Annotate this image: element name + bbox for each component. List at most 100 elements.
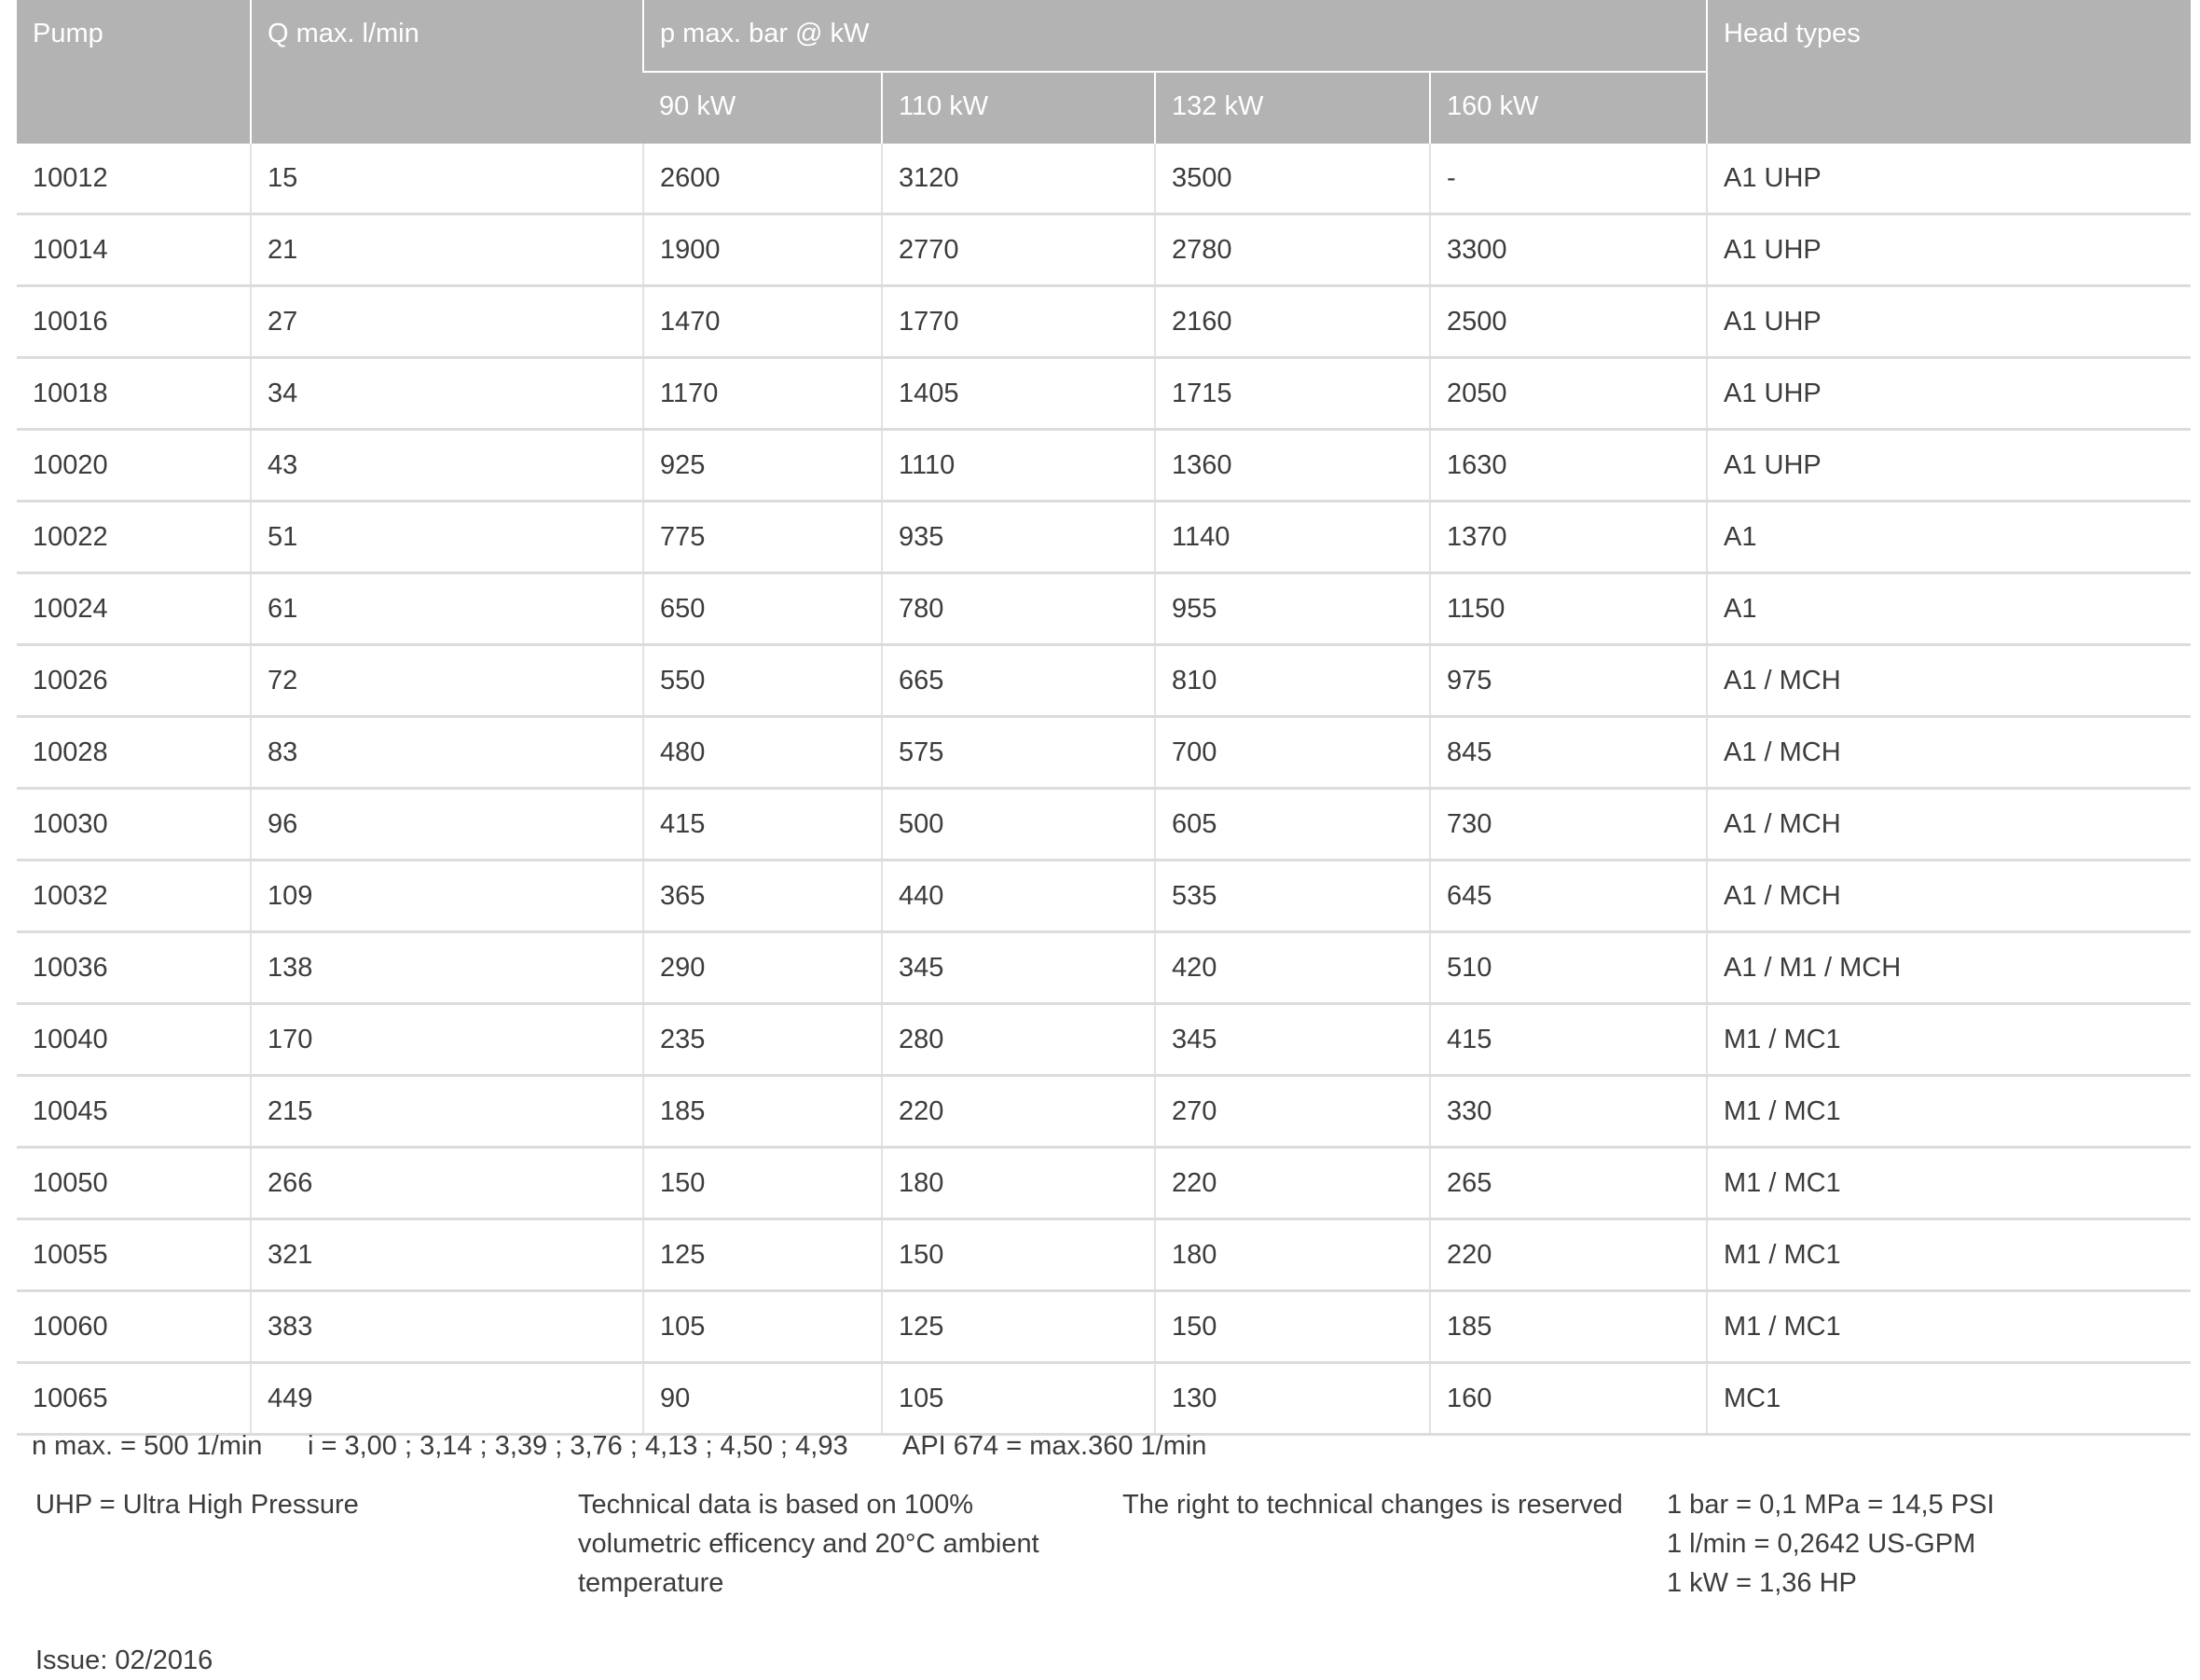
cell-p-132kw: 2780 — [1154, 213, 1430, 287]
footnote-ratios: i = 3,00 ; 3,14 ; 3,39 ; 3,76 ; 4,13 ; 4… — [308, 1431, 848, 1461]
table-row: 10024 61 650 780 955 1150 A1 — [17, 572, 2191, 646]
table-row: 10028 83 480 575 700 845 A1 / MCH — [17, 716, 2191, 790]
table-row: 10040 170 235 280 345 415 M1 / MC1 — [17, 1003, 2191, 1077]
cell-p-110kw: 1110 — [881, 429, 1155, 503]
cell-p-132kw: 3500 — [1154, 144, 1430, 215]
cell-q-max: 21 — [250, 213, 643, 287]
cell-head-types: A1 UHP — [1706, 429, 2191, 503]
cell-pump: 10016 — [17, 285, 251, 359]
table-row: 10012 15 2600 3120 3500- A1 UHP — [17, 144, 2191, 215]
cell-p-90kw: 105 — [642, 1290, 882, 1364]
cell-q-max: 51 — [250, 501, 643, 574]
cell-head-types: A1 UHP — [1706, 144, 2191, 215]
cell-head-types: M1 / MC1 — [1706, 1075, 2191, 1149]
cell-p-132kw: 1360 — [1154, 429, 1430, 503]
cell-pump: 10045 — [17, 1075, 251, 1149]
cell-q-max: 170 — [250, 1003, 643, 1077]
cell-head-types: A1 UHP — [1706, 285, 2191, 359]
pump-specs-table: Pump Q max. l/min p max. bar @ kW Head t… — [17, 0, 2191, 1436]
table-row: 10045 215 185 220 270 330 M1 / MC1 — [17, 1075, 2191, 1149]
header-power-132: 132 kW — [1154, 71, 1430, 144]
cell-q-max: 72 — [250, 644, 643, 718]
cell-p-160kw: 1370 — [1429, 501, 1707, 574]
footnote-api: API 674 = max.360 1/min — [902, 1431, 1207, 1461]
cell-pump: 10020 — [17, 429, 251, 503]
cell-pump: 10036 — [17, 931, 251, 1005]
cell-pump: 10032 — [17, 860, 251, 933]
cell-head-types: A1 — [1706, 501, 2191, 574]
cell-p-90kw: 235 — [642, 1003, 882, 1077]
issue-date: Issue: 02/2016 — [35, 1646, 213, 1675]
header-power-90: 90 kW — [643, 71, 882, 144]
table-row: 10020 43 925 1110 1360 1630 A1 UHP — [17, 429, 2191, 503]
cell-p-110kw: 1405 — [881, 357, 1155, 431]
table-row: 10050 266 150 180 220 265 M1 / MC1 — [17, 1147, 2191, 1220]
cell-p-90kw: 550 — [642, 644, 882, 718]
cell-head-types: A1 UHP — [1706, 213, 2191, 287]
header-q-max: Q max. l/min — [250, 0, 643, 144]
cell-p-160kw: 2500 — [1429, 285, 1707, 359]
cell-q-max: 215 — [250, 1075, 643, 1149]
cell-p-90kw: 925 — [642, 429, 882, 503]
cell-p-132kw: 605 — [1154, 788, 1430, 861]
cell-q-max: 138 — [250, 931, 643, 1005]
cell-p-110kw: 105 — [881, 1362, 1155, 1436]
cell-p-110kw: 150 — [881, 1219, 1155, 1292]
cell-p-90kw: 1170 — [642, 357, 882, 431]
footnote-n-max: n max. = 500 1/min — [32, 1431, 263, 1461]
table-row: 10016 27 1470 1770 2160 2500 A1 UHP — [17, 285, 2191, 359]
footnote-uhp: UHP = Ultra High Pressure — [35, 1490, 359, 1520]
cell-pump: 10018 — [17, 357, 251, 431]
table-row: 10032 109 365 440 535 645 A1 / MCH — [17, 860, 2191, 933]
cell-p-90kw: 185 — [642, 1075, 882, 1149]
cell-p-110kw: 3120 — [881, 144, 1155, 215]
header-pump: Pump — [17, 0, 251, 144]
cell-head-types: A1 / MCH — [1706, 716, 2191, 790]
cell-p-90kw: 2600 — [642, 144, 882, 215]
header-p-max: p max. bar @ kW — [642, 0, 1707, 72]
cell-head-types: A1 / M1 / MCH — [1706, 931, 2191, 1005]
table-row: 10014 21 1900 2770 2780 3300 A1 UHP — [17, 213, 2191, 287]
cell-p-90kw: 775 — [642, 501, 882, 574]
cell-p-160kw: 975 — [1429, 644, 1707, 718]
cell-p-160kw: 730 — [1429, 788, 1707, 861]
cell-q-max: 61 — [250, 572, 643, 646]
cell-p-132kw: 1140 — [1154, 501, 1430, 574]
cell-head-types: M1 / MC1 — [1706, 1003, 2191, 1077]
cell-p-160kw: - — [1429, 144, 1707, 215]
cell-pump: 10014 — [17, 213, 251, 287]
table-row: 10030 96 415 500 605 730 A1 / MCH — [17, 788, 2191, 861]
cell-p-110kw: 280 — [881, 1003, 1155, 1077]
cell-p-160kw: 265 — [1429, 1147, 1707, 1220]
cell-p-110kw: 345 — [881, 931, 1155, 1005]
cell-head-types: M1 / MC1 — [1706, 1147, 2191, 1220]
cell-pump: 10065 — [17, 1362, 251, 1436]
cell-p-160kw: 845 — [1429, 716, 1707, 790]
cell-pump: 10050 — [17, 1147, 251, 1220]
cell-p-132kw: 700 — [1154, 716, 1430, 790]
cell-q-max: 266 — [250, 1147, 643, 1220]
cell-q-max: 109 — [250, 860, 643, 933]
cell-head-types: A1 / MCH — [1706, 644, 2191, 718]
cell-pump: 10040 — [17, 1003, 251, 1077]
cell-p-132kw: 1715 — [1154, 357, 1430, 431]
header-power-110: 110 kW — [881, 71, 1155, 144]
cell-p-132kw: 955 — [1154, 572, 1430, 646]
table-row: 10065 449 90 105 130 160 MC1 — [17, 1362, 2191, 1436]
cell-q-max: 15 — [250, 144, 643, 215]
cell-p-90kw: 125 — [642, 1219, 882, 1292]
table-row: 10060 383 105 125 150 185 M1 / MC1 — [17, 1290, 2191, 1364]
cell-head-types: A1 / MCH — [1706, 860, 2191, 933]
cell-p-160kw: 220 — [1429, 1219, 1707, 1292]
cell-p-90kw: 1900 — [642, 213, 882, 287]
cell-p-110kw: 500 — [881, 788, 1155, 861]
cell-head-types: A1 / MCH — [1706, 788, 2191, 861]
cell-p-90kw: 150 — [642, 1147, 882, 1220]
table-row: 10018 34 1170 1405 1715 2050 A1 UHP — [17, 357, 2191, 431]
cell-pump: 10022 — [17, 501, 251, 574]
cell-p-160kw: 1630 — [1429, 429, 1707, 503]
cell-pump: 10026 — [17, 644, 251, 718]
cell-p-132kw: 130 — [1154, 1362, 1430, 1436]
cell-p-160kw: 3300 — [1429, 213, 1707, 287]
cell-pump: 10028 — [17, 716, 251, 790]
